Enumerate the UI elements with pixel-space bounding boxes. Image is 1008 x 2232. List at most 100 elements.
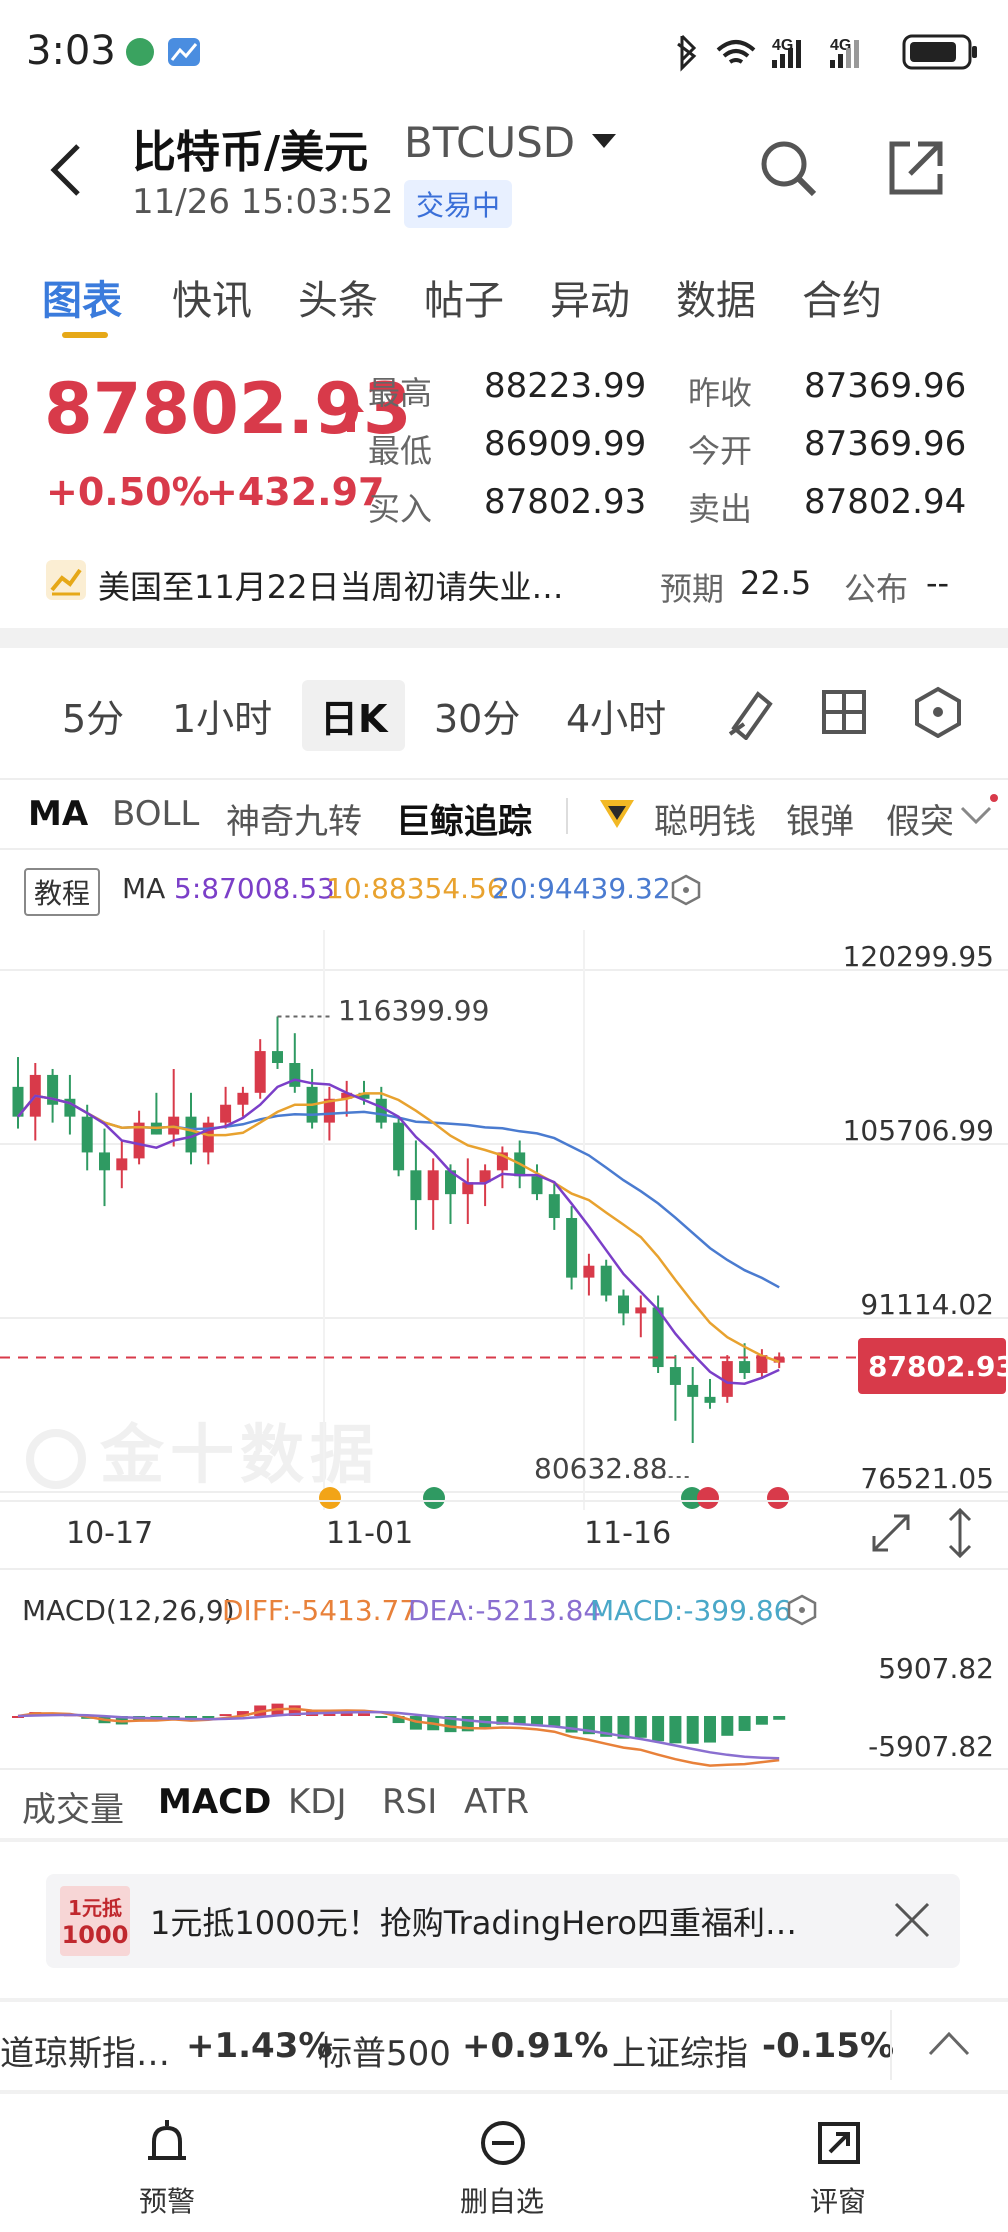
indicator-ma[interactable]: MA: [28, 794, 89, 834]
promo-banner[interactable]: 1元抵 1000 1元抵1000元！抢购TradingHero四重福利…: [46, 1874, 960, 1968]
macd-bar: [531, 1716, 543, 1725]
bid-value: 87802.93: [484, 482, 647, 522]
tab-chart[interactable]: 图表: [42, 278, 122, 324]
macd-bar: [202, 1716, 215, 1718]
x-tick-label: 11-01: [326, 1516, 414, 1551]
tab-headlines[interactable]: 头条: [298, 278, 378, 324]
ma-settings-icon[interactable]: [670, 874, 702, 906]
remove-favorite-icon[interactable]: [478, 2118, 528, 2168]
open-label: 今开: [688, 432, 753, 470]
period-5m[interactable]: 5分: [62, 697, 125, 741]
low-label: 最低: [368, 432, 433, 470]
high-label: 最高: [368, 374, 433, 412]
tab-flash[interactable]: 快讯: [172, 278, 252, 324]
layout-grid-icon[interactable]: [820, 688, 868, 736]
candle-body: [185, 1116, 197, 1153]
indicator-td9[interactable]: 神奇九转: [226, 802, 362, 842]
event-dot: [767, 1487, 789, 1509]
subtab-atr[interactable]: ATR: [464, 1782, 530, 1822]
candle-body: [272, 1051, 283, 1064]
candle-body: [220, 1104, 232, 1123]
low-marker: 80632.88: [534, 1452, 668, 1485]
candle-body: [652, 1307, 664, 1368]
ma5-value: 5:87008.53: [174, 872, 335, 905]
candlestick-chart[interactable]: [0, 930, 1008, 1510]
subtab-rsi[interactable]: RSI: [382, 1782, 438, 1822]
fullscreen-icon[interactable]: [866, 1508, 916, 1558]
nav-remove-watchlist[interactable]: 删自选: [460, 2185, 545, 2218]
chevron-up-icon[interactable]: [924, 2026, 974, 2062]
nav-float-window[interactable]: 评窗: [810, 2185, 867, 2218]
tab-movements[interactable]: 异动: [550, 278, 630, 324]
event-text[interactable]: 美国至11月22日当周初请失业…: [98, 568, 564, 606]
separator: [890, 2010, 892, 2080]
chevron-down-icon[interactable]: [956, 794, 1000, 834]
nav-alert[interactable]: 预警: [139, 2185, 196, 2218]
macd-bar: [358, 1713, 370, 1716]
macd-bar: [375, 1716, 388, 1718]
candle-body: [479, 1170, 491, 1183]
close-icon[interactable]: [892, 1900, 932, 1940]
indicator-whale[interactable]: 巨鲸追踪: [396, 802, 532, 842]
macd-bar: [652, 1716, 665, 1742]
ma10-line: [17, 1092, 780, 1364]
y-tick-label: 120299.95: [842, 940, 994, 973]
subtab-macd[interactable]: MACD: [158, 1782, 272, 1822]
candle-body: [237, 1092, 249, 1105]
candle-body: [618, 1295, 629, 1314]
publish-label: 公布: [844, 570, 909, 608]
ticker-sse-name[interactable]: 上证综指: [612, 2034, 748, 2074]
macd-bar: [12, 1716, 24, 1718]
indicator-false-breakout[interactable]: 假突: [886, 802, 952, 842]
share-icon[interactable]: [884, 136, 948, 200]
macd-bar: [496, 1716, 509, 1725]
macd-bar: [219, 1714, 232, 1717]
ticker-sse-change: -0.15%: [762, 2026, 895, 2066]
subtab-volume[interactable]: 成交量: [22, 1790, 124, 1830]
vertical-scale-icon[interactable]: [942, 1506, 978, 1560]
macd-settings-icon[interactable]: [786, 1594, 818, 1626]
ticker-dow-name[interactable]: 道琼斯指…: [0, 2034, 170, 2074]
settings-hexagon-icon[interactable]: [912, 686, 964, 738]
period-30m[interactable]: 30分: [434, 697, 521, 741]
alert-icon[interactable]: [142, 2118, 192, 2168]
prev-close-label: 昨收: [688, 374, 753, 412]
draw-tool-icon[interactable]: [724, 684, 780, 740]
macd-value: MACD:-399.86: [590, 1594, 792, 1627]
floating-window-icon[interactable]: [814, 2118, 864, 2168]
candle-body: [358, 1092, 370, 1099]
search-icon[interactable]: [756, 136, 820, 200]
macd-bar: [167, 1716, 180, 1718]
back-icon[interactable]: [46, 140, 86, 200]
candle-body: [427, 1170, 439, 1201]
expected-label: 预期: [660, 570, 725, 608]
candle-body: [531, 1176, 543, 1195]
symbol-selector[interactable]: BTCUSD: [404, 118, 576, 167]
open-value: 87369.96: [804, 424, 967, 464]
candle-body: [393, 1122, 405, 1171]
ma20-value: 20:94439.32: [492, 872, 671, 905]
tab-contracts[interactable]: 合约: [802, 278, 882, 324]
status-time: 3:03: [26, 28, 116, 74]
subtab-kdj[interactable]: KDJ: [288, 1782, 347, 1822]
candle-body: [99, 1152, 110, 1171]
tutorial-button[interactable]: 教程: [24, 868, 101, 916]
divider: [0, 1500, 1008, 1502]
period-4h[interactable]: 4小时: [566, 697, 667, 741]
tab-posts[interactable]: 帖子: [424, 278, 504, 324]
indicator-boll[interactable]: BOLL: [112, 794, 200, 834]
macd-bar: [773, 1716, 786, 1720]
tab-data[interactable]: 数据: [676, 278, 756, 324]
candle-body: [687, 1384, 699, 1397]
candle-body: [375, 1098, 387, 1123]
indicator-smart-money[interactable]: 聪明钱: [654, 802, 756, 842]
period-1h[interactable]: 1小时: [172, 697, 273, 741]
event-markers[interactable]: [0, 1484, 1008, 1512]
indicator-silver-bullet[interactable]: 银弹: [786, 802, 854, 842]
ma5-line: [17, 1078, 780, 1385]
ticker-sp500-name[interactable]: 标普500: [318, 2034, 451, 2074]
period-daily[interactable]: 日K: [302, 680, 406, 751]
candle-body: [583, 1265, 595, 1278]
promo-text: 1元抵1000元！抢购TradingHero四重福利…: [150, 1904, 797, 1942]
chevron-down-icon[interactable]: [592, 134, 616, 150]
